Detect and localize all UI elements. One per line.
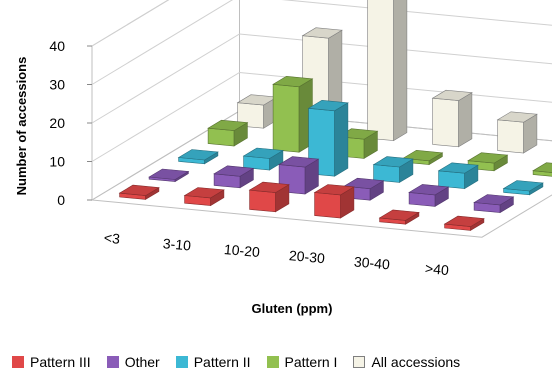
bar-top (408, 184, 450, 196)
bar-top (496, 111, 538, 123)
bar-all-accessions-4 (496, 111, 538, 154)
legend-label: Pattern II (193, 354, 251, 370)
bar-front (373, 164, 400, 183)
bar-pattern-i-1 (272, 75, 314, 153)
x-tick-label: 20-30 (288, 247, 325, 266)
chart-bars (118, 0, 552, 231)
y-axis-ticks: 0 10 20 30 40 (49, 38, 92, 208)
y-tick-label: 0 (57, 192, 65, 208)
bar-all-accessions-3 (431, 89, 473, 148)
x-axis-ticks: <3 3-10 10-20 20-30 30-40 >40 (103, 229, 449, 278)
gridline (91, 0, 170, 47)
y-tick-label: 10 (49, 154, 65, 170)
bar-pattern-ii-5 (502, 180, 544, 196)
bar-top (213, 165, 255, 177)
legend-item-pattern-i: Pattern I (266, 354, 338, 370)
bar-top (148, 168, 190, 180)
bar-front (438, 170, 465, 189)
bar-pattern-iii-5 (443, 215, 485, 231)
bar-front (367, 0, 394, 141)
bar-top (431, 89, 473, 101)
x-tick-label: 30-40 (353, 253, 390, 272)
bar-top (402, 149, 444, 162)
legend-item-other: Other (106, 354, 160, 370)
bar-top (467, 152, 509, 164)
bar-side (458, 92, 473, 148)
legend-label: Other (124, 354, 160, 370)
legend-item-pattern-iii: Pattern III (12, 354, 91, 370)
bar-other-0 (148, 168, 190, 183)
bar-front (249, 189, 276, 213)
legend-swatch (266, 356, 279, 368)
bar-top (307, 99, 349, 112)
bar-other-4 (408, 184, 450, 207)
bar-top (207, 119, 249, 131)
bar-top (177, 149, 219, 161)
legend-label: Pattern III (30, 354, 91, 370)
legend-item-pattern-ii: Pattern II (175, 354, 251, 370)
gridline (91, 71, 552, 162)
bar-top (343, 177, 385, 190)
gridline (91, 33, 552, 124)
bar-top (437, 162, 479, 174)
bar-top (473, 194, 515, 206)
bar-pattern-i-4 (467, 152, 509, 172)
x-tick-label: <3 (103, 229, 121, 246)
x-axis-title: Gluten (ppm) (252, 301, 333, 316)
y-tick-label: 30 (49, 77, 65, 93)
legend-item-all-accessions: All accessions (353, 354, 460, 370)
x-tick-label: 3-10 (162, 235, 192, 253)
bar-top (183, 187, 225, 199)
bar-top (242, 147, 284, 159)
bar-pattern-iii-2 (248, 181, 290, 213)
y-tick-label: 20 (49, 115, 65, 131)
y-tick-label: 40 (49, 38, 65, 54)
legend-label: All accessions (371, 354, 461, 370)
bar-top (372, 156, 414, 168)
bar-pattern-iii-3 (313, 184, 355, 219)
bar-side (393, 0, 408, 142)
legend-label: Pattern I (284, 354, 338, 370)
bar-top (118, 184, 160, 196)
y-axis-title: Number of accessions (14, 57, 29, 196)
bar-pattern-ii-0 (177, 149, 219, 165)
x-tick-label: >40 (424, 260, 449, 278)
bar-top (443, 215, 485, 227)
bar-pattern-iii-4 (378, 209, 420, 225)
bar-top (378, 209, 420, 221)
chart-legend: Pattern III Other Pattern II Pattern I All a… (12, 352, 552, 372)
bar-pattern-i-5 (532, 162, 552, 177)
bar-pattern-i-0 (207, 119, 249, 147)
bar-other-1 (213, 165, 255, 189)
bar-front (272, 83, 300, 153)
legend-swatch (353, 356, 366, 368)
gridline (91, 0, 552, 85)
bar-top (532, 162, 552, 173)
legend-swatch (106, 356, 119, 368)
legend-swatch (12, 356, 24, 368)
bar-front (314, 192, 341, 219)
bar-top (301, 27, 343, 39)
bar-pattern-ii-4 (437, 162, 479, 190)
bar-pattern-iii-1 (183, 187, 225, 207)
chart-floor (90, 110, 552, 238)
bar-top (248, 181, 290, 193)
bar-top (278, 156, 320, 168)
bar-top (272, 75, 314, 88)
bar-pattern-ii-1 (242, 147, 284, 171)
bar-front (497, 119, 524, 154)
bar-side (334, 102, 349, 177)
bar-pattern-iii-0 (118, 184, 160, 200)
bar-all-accessions-2 (367, 0, 408, 142)
bar-pattern-ii-3 (372, 156, 414, 183)
bar-top (313, 184, 355, 196)
legend-swatch (175, 356, 188, 368)
x-tick-label: 10-20 (223, 241, 260, 260)
bar-other-5 (473, 194, 515, 214)
bar-top (502, 180, 544, 192)
bar-front (207, 127, 235, 147)
bar-front (432, 97, 459, 148)
